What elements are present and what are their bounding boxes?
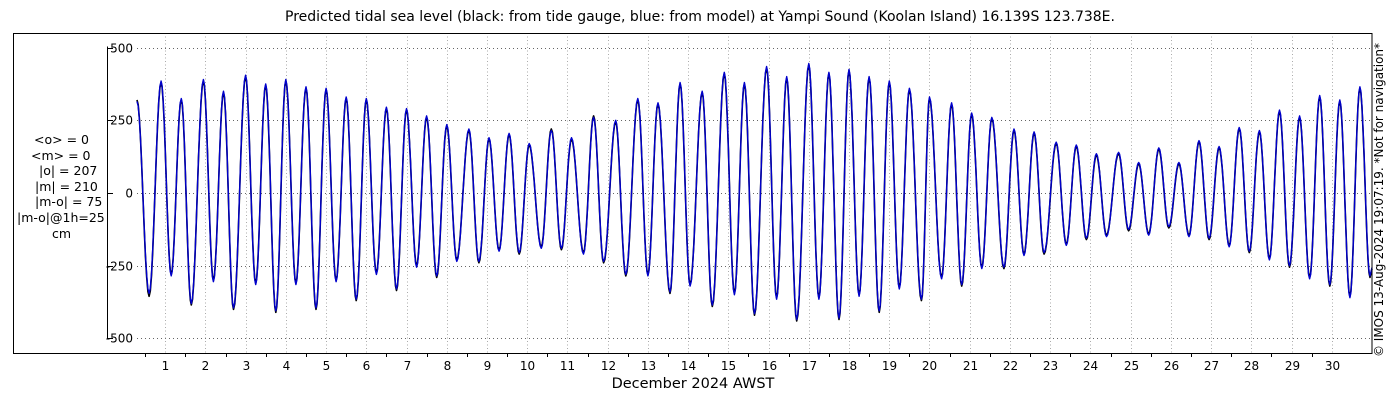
x-tick-label: 27 (1204, 359, 1219, 373)
x-tick-label: 24 (1083, 359, 1098, 373)
stat-mean-obs: <o> = 0 (34, 132, 89, 147)
stat-mean-model: <m> = 0 (31, 147, 91, 163)
x-tick-label: 5 (323, 359, 331, 373)
stats-panel: <o> = 0 <m> = 0 |o| = 207 |m| = 210 |m-o… (10, 132, 116, 241)
stat-unit: cm (52, 225, 72, 241)
x-tick-label: 16 (762, 359, 777, 373)
x-tick-label: 12 (601, 359, 616, 373)
x-tick-label: 7 (404, 359, 412, 373)
chart-series (136, 62, 1373, 322)
x-tick-label: 13 (641, 359, 656, 373)
x-tick-label: 28 (1244, 359, 1259, 373)
x-tick-label: 8 (444, 359, 452, 373)
x-tick-label: 19 (882, 359, 897, 373)
y-tick-label: -500 (106, 332, 133, 346)
x-tick-label: 23 (1043, 359, 1058, 373)
stat-abs-obs: |o| = 207 (39, 163, 98, 179)
stat-abs-diff: |m-o| = 75 (35, 194, 103, 210)
chart-frame (13, 33, 1373, 354)
credit-text: © IMOS 13-Aug-2024 19:07:19. *Not for na… (1372, 42, 1386, 358)
chart-grid (137, 33, 1372, 353)
y-tick-label: 250 (110, 114, 133, 128)
x-tick-label: 4 (283, 359, 291, 373)
x-tick-label: 6 (363, 359, 371, 373)
x-tick-label: 30 (1325, 359, 1340, 373)
y-tick-label: -250 (106, 260, 133, 274)
x-tick-label: 20 (922, 359, 937, 373)
x-tick-label: 10 (520, 359, 535, 373)
x-tick-label: 2 (202, 359, 210, 373)
series-line-gauge (136, 64, 1373, 322)
x-tick-label: 11 (560, 359, 575, 373)
chart-title: Predicted tidal sea level (black: from t… (285, 9, 1115, 25)
x-tick-label: 22 (1003, 359, 1018, 373)
x-tick-label: 25 (1124, 359, 1139, 373)
series-line-model (136, 62, 1373, 321)
stat-abs-model: |m| = 210 (35, 178, 98, 194)
stat-abs-diff-1h: |m-o|@1h=25 (17, 209, 105, 225)
x-tick-label: 3 (243, 359, 251, 373)
y-tick-label: 500 (110, 42, 133, 56)
x-tick-label: 14 (681, 359, 696, 373)
x-axis-label: December 2024 AWST (611, 376, 775, 392)
x-tick-label: 9 (484, 359, 492, 373)
x-tick-label: 18 (842, 359, 857, 373)
x-tick-label: 17 (802, 359, 817, 373)
x-tick-label: 1 (162, 359, 170, 373)
x-tick-label: 26 (1164, 359, 1179, 373)
y-tick-label: 0 (125, 187, 133, 201)
x-tick-label: 15 (721, 359, 736, 373)
x-tick-label: 29 (1285, 359, 1300, 373)
x-tick-label: 21 (963, 359, 978, 373)
